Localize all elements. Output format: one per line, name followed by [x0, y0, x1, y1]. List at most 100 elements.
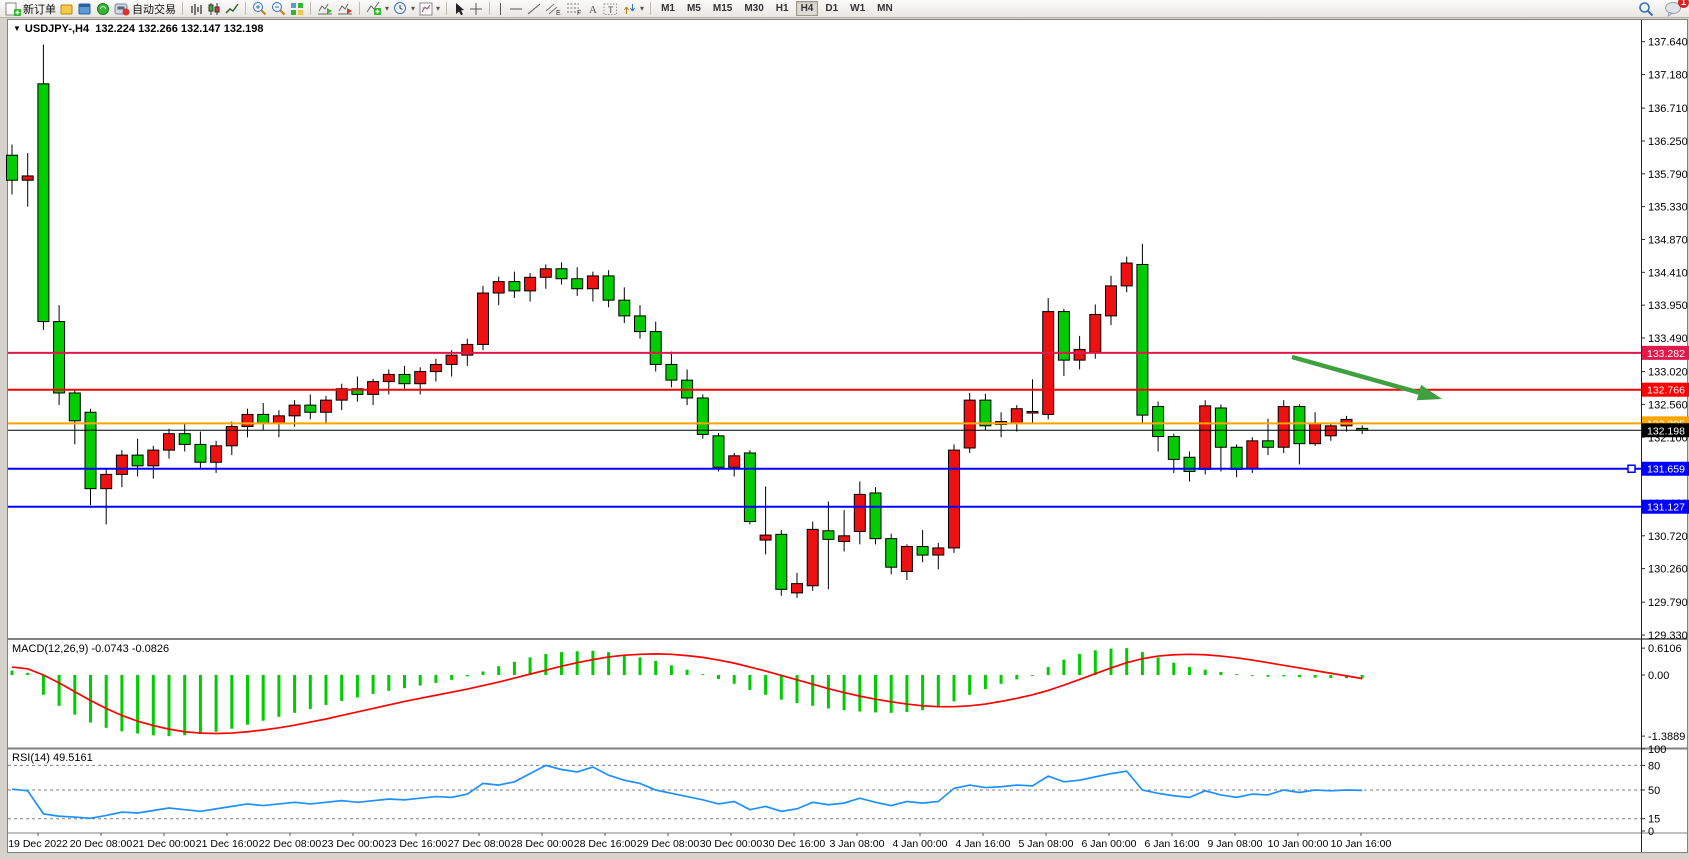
line-drag-handle[interactable]	[1627, 464, 1636, 473]
candle	[634, 315, 646, 333]
macd-histogram-bar	[638, 657, 642, 675]
search-button[interactable]	[1636, 1, 1656, 17]
macd-histogram-bar	[732, 675, 736, 684]
notifications-button[interactable]: 1	[1662, 0, 1689, 17]
price-tick-label: 132.560	[1648, 399, 1688, 411]
candle	[131, 454, 144, 467]
candle	[602, 275, 615, 301]
data-window-button[interactable]	[76, 1, 94, 17]
bar-chart-button[interactable]	[187, 1, 205, 17]
time-axis-label: 9 Jan 08:00	[1208, 838, 1263, 850]
candle	[445, 354, 458, 365]
tiles-icon	[290, 2, 304, 16]
chart-shift-button[interactable]	[335, 1, 355, 17]
time-axis-label: 30 Dec 16:00	[763, 838, 826, 850]
tile-windows-button[interactable]	[288, 1, 306, 17]
cursor-button[interactable]	[451, 1, 467, 17]
macd-histogram-bar	[669, 665, 673, 675]
zoom-out-button[interactable]	[269, 1, 288, 17]
candle	[571, 278, 584, 290]
fibonacci-button[interactable]: F	[564, 1, 585, 17]
price-line-label	[1642, 382, 1689, 397]
vline-button[interactable]	[494, 1, 507, 17]
macd-histogram-bar	[889, 675, 893, 713]
macd-histogram-bar	[167, 675, 171, 737]
macd-histogram-bar	[591, 650, 595, 675]
time-axis-label: 28 Dec 16:00	[574, 838, 637, 850]
zoom-in-button[interactable]	[250, 1, 269, 17]
macd-histogram-bar	[57, 675, 61, 706]
chevron-down-icon[interactable]: ▾	[411, 4, 416, 13]
macd-histogram-bar	[261, 675, 265, 721]
periods-button[interactable]: ▾	[391, 1, 417, 17]
candle	[1183, 456, 1196, 473]
candle	[1309, 423, 1322, 445]
toolbar-separator	[446, 2, 448, 15]
candle	[539, 268, 552, 278]
label-button[interactable]: T	[601, 1, 620, 17]
candle	[696, 397, 709, 435]
candle-chart-button[interactable]	[205, 1, 223, 17]
candle	[1199, 405, 1212, 470]
indicators-button[interactable]: ▾	[364, 1, 391, 17]
time-axis-label: 23 Dec 16:00	[385, 838, 448, 850]
templates-button[interactable]: ▾	[417, 1, 442, 17]
timeframe-h1[interactable]: H1	[775, 3, 789, 14]
time-axis-label: 5 Jan 08:00	[1019, 838, 1074, 850]
price-tick-label: 136.250	[1648, 136, 1688, 148]
macd-histogram-bar	[120, 675, 124, 732]
channel-button[interactable]: E	[543, 1, 564, 17]
price-tick-label: 137.640	[1648, 37, 1688, 49]
price-tick-label: 137.180	[1648, 70, 1688, 82]
timeframe-mn[interactable]: MN	[877, 3, 893, 14]
timeframe-m1[interactable]: M1	[661, 3, 675, 14]
candle	[775, 533, 788, 590]
chevron-down-icon[interactable]: ▾	[640, 4, 645, 13]
timeframe-w1[interactable]: W1	[850, 3, 866, 14]
macd-histogram-bar	[968, 675, 972, 695]
macd-histogram-bar	[560, 652, 563, 675]
timeframe-h4[interactable]: H4	[795, 1, 819, 16]
candle	[822, 530, 835, 540]
timeframe-m5[interactable]: M5	[686, 3, 701, 14]
trend-arrow-head[interactable]	[1416, 384, 1442, 401]
new-order-button[interactable]: 新订单	[3, 1, 58, 17]
line-chart-button[interactable]	[223, 1, 241, 17]
price-line-label-text: 131.659	[1647, 464, 1685, 476]
zoom-out-icon	[271, 1, 286, 16]
macd-histogram-bar	[308, 675, 312, 709]
macd-tick-label: 0.00	[1648, 670, 1669, 682]
market-watch-button[interactable]	[58, 1, 76, 17]
vline-icon	[496, 2, 505, 16]
navigator-button[interactable]	[94, 1, 112, 17]
macd-histogram-bar	[826, 675, 830, 709]
macd-histogram-bar	[622, 654, 626, 675]
auto-scroll-button[interactable]	[315, 1, 335, 17]
macd-histogram-bar	[497, 666, 501, 675]
collapse-icon[interactable]: ▼	[13, 24, 21, 33]
trend-arrow[interactable]	[1291, 354, 1420, 395]
channel-icon: E	[545, 2, 562, 16]
chevron-down-icon[interactable]: ▾	[385, 4, 390, 13]
time-axis-label: 19 Dec 2022	[8, 838, 68, 850]
auto-trading-button[interactable]: 自动交易	[112, 1, 178, 17]
time-axis-label: 22 Dec 08:00	[259, 838, 322, 850]
macd-histogram-bar	[1046, 667, 1050, 675]
text-button[interactable]: A	[585, 1, 601, 17]
timeframe-d1[interactable]: D1	[825, 3, 839, 14]
hline-button[interactable]	[507, 1, 525, 17]
candle	[382, 373, 395, 383]
crosshair-button[interactable]	[467, 1, 485, 17]
timeframe-m15[interactable]: M15	[712, 3, 733, 14]
chevron-down-icon[interactable]: ▾	[436, 4, 441, 13]
macd-signal-line	[11, 653, 1363, 735]
rsi-tick-label: 50	[1648, 785, 1660, 797]
timeframe-m30[interactable]: M30	[744, 3, 764, 14]
trendline-button[interactable]	[525, 1, 543, 17]
arrows-button[interactable]: ▾	[620, 1, 646, 17]
macd-histogram-bar	[1250, 675, 1254, 676]
candle	[743, 452, 756, 523]
candle	[68, 392, 81, 422]
chart-window-frame	[7, 19, 1688, 853]
